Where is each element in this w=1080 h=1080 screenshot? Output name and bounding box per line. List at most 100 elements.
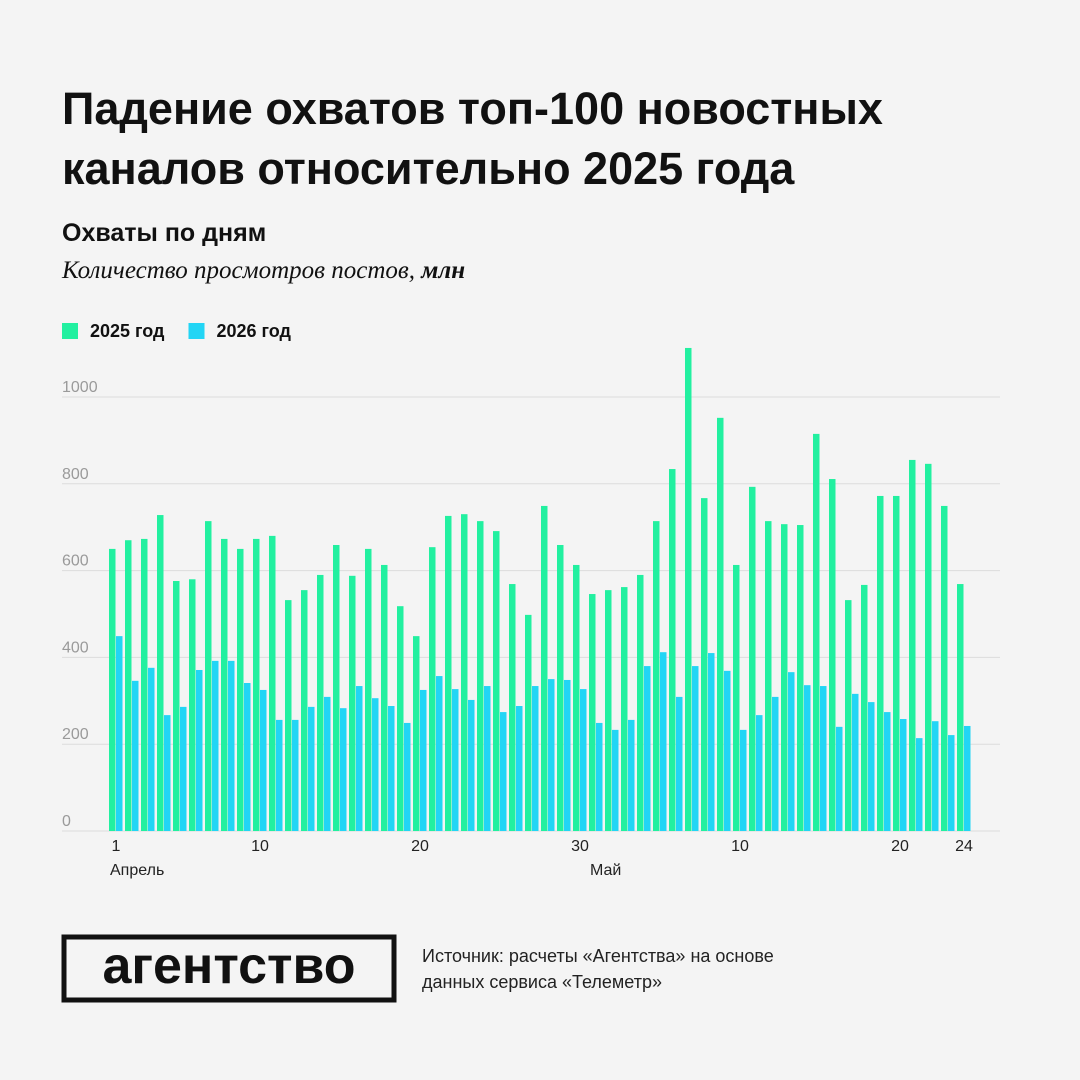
bar [436, 676, 443, 831]
bar [701, 498, 708, 831]
bar [324, 696, 331, 831]
bar [621, 587, 628, 831]
bar [557, 544, 564, 831]
bar [637, 574, 644, 831]
bar [260, 689, 267, 831]
x-tick-label: 10 [251, 838, 269, 855]
bar [429, 547, 436, 831]
bar [692, 666, 699, 831]
bar [749, 486, 756, 831]
logo: агентство [102, 937, 355, 995]
bar [532, 686, 539, 831]
bar [797, 525, 804, 831]
x-tick-label: 1 [112, 838, 121, 855]
bar [180, 706, 187, 831]
bar [589, 594, 596, 831]
bar [477, 521, 484, 831]
bar [109, 548, 116, 831]
bar [301, 590, 308, 831]
bar [525, 614, 532, 831]
logo-frame [61, 934, 397, 1003]
bar [484, 686, 491, 831]
bar [852, 693, 859, 831]
bar [596, 722, 603, 831]
bar [717, 417, 724, 831]
bar [173, 581, 180, 831]
bar [333, 544, 340, 831]
bar [653, 521, 660, 831]
legend-label: 2026 год [217, 321, 292, 341]
bar [500, 712, 507, 831]
bar [644, 666, 651, 831]
bar [365, 548, 372, 831]
bar [356, 686, 363, 831]
x-tick-label: 24 [955, 838, 973, 855]
bar [253, 538, 260, 831]
bar [388, 706, 395, 831]
bar [788, 672, 795, 831]
bar [813, 433, 820, 831]
bar [932, 721, 939, 831]
bar [772, 696, 779, 831]
bar [189, 579, 196, 831]
bar [397, 606, 404, 831]
bar [660, 652, 667, 831]
bar [132, 680, 139, 831]
bar [509, 584, 516, 831]
bar [445, 515, 452, 831]
x-tick-label: 20 [411, 838, 429, 855]
legend: 2025 год 2026 год [62, 321, 292, 341]
bar [541, 505, 548, 831]
chart-title: каналов относительно 2025 года [62, 143, 795, 194]
y-tick-label: 1000 [62, 379, 98, 396]
bar [900, 719, 907, 831]
bar [765, 521, 772, 831]
bar [493, 531, 500, 831]
bar [845, 600, 852, 831]
bar [708, 653, 715, 831]
bar [212, 660, 219, 831]
bar [420, 689, 427, 831]
bar [548, 679, 555, 831]
bar [676, 696, 683, 831]
bar [269, 535, 276, 831]
x-group-label: Май [590, 862, 621, 879]
bar [516, 706, 523, 831]
legend-swatch [188, 323, 205, 339]
bar [605, 590, 612, 831]
bar [884, 712, 891, 831]
bar [685, 347, 692, 831]
bar [276, 719, 283, 831]
bar [308, 706, 315, 831]
subtitle: Охваты по дням [62, 219, 266, 247]
bar [925, 463, 932, 831]
bar [292, 719, 299, 831]
bar [740, 729, 747, 831]
bar [141, 538, 148, 831]
bar [756, 715, 763, 831]
bar [836, 726, 843, 831]
bar [244, 683, 251, 831]
plot: 0 200 400 600 800 1000 1 10 20 30 10 20 24 Апрель Май [62, 347, 1000, 879]
x-tick-label: 10 [731, 838, 749, 855]
unit: млн [420, 257, 465, 284]
bar [404, 722, 411, 831]
bar [221, 538, 228, 831]
x-group-label: Апрель [110, 862, 164, 879]
bar [733, 564, 740, 831]
bar [628, 719, 635, 831]
bar [205, 521, 212, 831]
bar [804, 685, 811, 831]
bar [413, 636, 420, 831]
subtitle-note: Количество просмотров постов, млн [61, 257, 465, 284]
y-tick-label: 600 [62, 553, 89, 570]
bar [877, 495, 884, 831]
bar [941, 505, 948, 831]
bar [468, 699, 475, 831]
bar [909, 459, 916, 831]
bar [148, 667, 155, 831]
bar [781, 524, 788, 831]
bar [820, 686, 827, 831]
bar [868, 702, 875, 831]
